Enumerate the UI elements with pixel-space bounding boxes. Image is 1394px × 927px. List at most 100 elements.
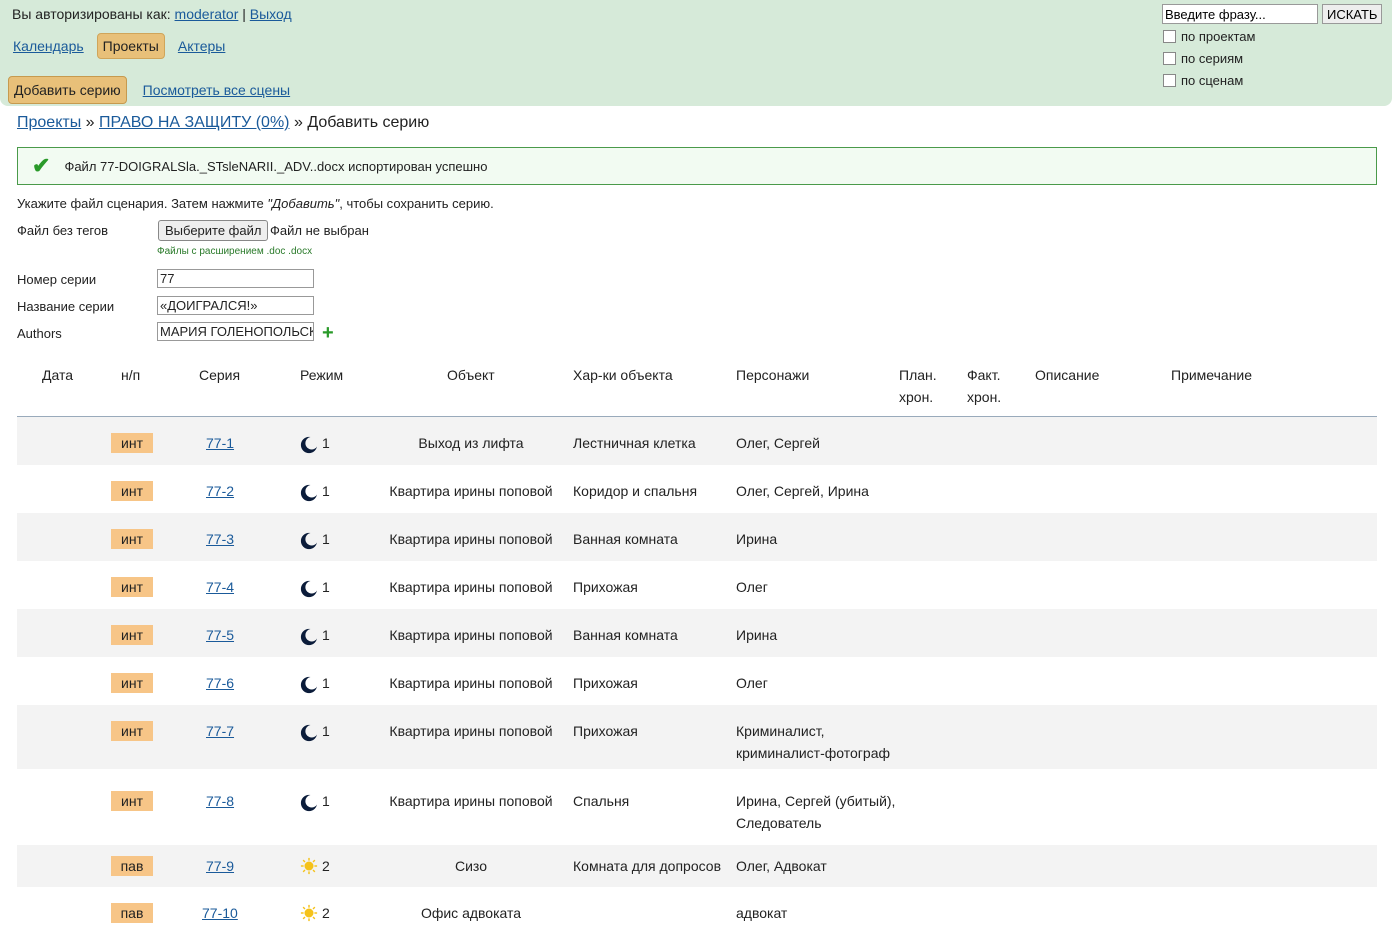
table-header: Дата н/п Серия Режим Объект Хар-ки объек…	[17, 364, 1377, 417]
object-cell: Квартира ирины поповой	[389, 579, 553, 595]
object-cell: Квартира ирины поповой	[389, 723, 553, 739]
scene-type-tag: инт	[111, 673, 153, 693]
instruction-pre: Укажите файл сценария. Затем нажмите	[17, 196, 268, 211]
search-input[interactable]	[1162, 4, 1318, 24]
scene-type-tag: инт	[111, 481, 153, 501]
table-row: инт 77-3 1 Квартира ирины поповой Ванная…	[17, 513, 1377, 561]
scene-link[interactable]: 77-1	[206, 435, 235, 451]
th-characters[interactable]: Персонажи	[736, 367, 810, 383]
filter-scenes[interactable]: по сценам	[1163, 73, 1243, 88]
object-cell: Сизо	[455, 858, 487, 874]
logout-link[interactable]: Выход	[249, 6, 292, 22]
user-link[interactable]: moderator	[174, 6, 239, 22]
series-title-input[interactable]: «ДОИГРАЛСЯ!»	[157, 296, 314, 315]
th-description[interactable]: Описание	[1035, 367, 1100, 383]
authors-label: Authors	[17, 326, 62, 341]
scene-link[interactable]: 77-2	[206, 483, 235, 499]
filter-projects[interactable]: по проектам	[1163, 29, 1255, 44]
scene-link[interactable]: 77-4	[206, 579, 235, 595]
scene-type-tag: инт	[111, 791, 153, 811]
moon-icon	[300, 532, 318, 550]
breadcrumb-project[interactable]: ПРАВО НА ЗАЩИТУ (0%)	[99, 114, 290, 131]
breadcrumb-sep: »	[293, 114, 303, 131]
th-fact-line2: хрон.	[967, 389, 1002, 405]
scene-link[interactable]: 77-6	[206, 675, 235, 691]
th-plan[interactable]: План. хрон.	[899, 364, 937, 408]
moon-icon	[300, 724, 318, 742]
object-props-cell: Спальня	[573, 793, 630, 809]
mode-value: 2	[322, 858, 330, 874]
checkbox[interactable]	[1163, 74, 1176, 87]
th-note[interactable]: Примечание	[1171, 367, 1253, 383]
mode-value: 1	[322, 531, 330, 547]
th-object-props[interactable]: Хар-ки объекта	[573, 367, 673, 383]
notice-text: Файл 77-DOIGRALSla._STsleNARII._ADV..doc…	[64, 158, 488, 174]
th-object[interactable]: Объект	[447, 367, 495, 383]
success-notice: ✔ Файл 77-DOIGRALSla._STsleNARII._ADV..d…	[17, 147, 1377, 185]
characters-line: Криминалист,	[736, 723, 825, 739]
scene-link[interactable]: 77-5	[206, 627, 235, 643]
characters-cell: Олег, Адвокат	[736, 858, 827, 874]
mode-value: 1	[322, 723, 330, 739]
checkbox[interactable]	[1163, 30, 1176, 43]
characters-cell: Ирина, Сергей (убитый), Следователь	[736, 790, 895, 834]
action-bar: Добавить серию Посмотреть все сцены	[8, 76, 290, 104]
characters-cell: Ирина	[736, 627, 778, 643]
characters-cell: Олег	[736, 675, 768, 691]
object-props-cell: Прихожая	[573, 579, 638, 595]
object-cell: Квартира ирины поповой	[389, 793, 553, 809]
number-label: Номер серии	[17, 272, 97, 287]
mode-value: 1	[322, 627, 330, 643]
mode-value: 1	[322, 579, 330, 595]
mode-value: 1	[322, 793, 330, 809]
characters-cell: адвокат	[736, 905, 788, 921]
th-num[interactable]: н/п	[121, 367, 141, 383]
moon-icon	[300, 580, 318, 598]
table-row: инт 77-8 1 Квартира ирины поповой Спальн…	[17, 769, 1377, 845]
authors-input[interactable]: МАРИЯ ГОЛЕНОПОЛЬСКАЯ	[157, 322, 314, 341]
scene-link[interactable]: 77-10	[202, 905, 238, 921]
object-cell: Офис адвоката	[420, 905, 522, 921]
moon-icon	[300, 628, 318, 646]
scene-type-tag: инт	[111, 577, 153, 597]
mode-value: 1	[322, 483, 330, 499]
scene-link[interactable]: 77-3	[206, 531, 235, 547]
object-cell: Квартира ирины поповой	[389, 675, 553, 691]
table-row: инт 77-1 1 Выход из лифта Лестничная кле…	[17, 417, 1377, 465]
scene-type-tag: пав	[111, 856, 153, 876]
breadcrumb-projects[interactable]: Проекты	[17, 114, 82, 131]
filter-series[interactable]: по сериям	[1163, 51, 1243, 66]
object-props-cell: Коридор и спальня	[573, 483, 698, 499]
th-series[interactable]: Серия	[199, 367, 241, 383]
nav-calendar[interactable]: Календарь	[13, 38, 84, 54]
instruction-post: , чтобы сохранить серию.	[339, 196, 494, 211]
file-hint: Файлы с расширением .doc .docx	[157, 246, 313, 257]
nav-projects[interactable]: Проекты	[96, 33, 165, 59]
scene-link[interactable]: 77-7	[206, 723, 235, 739]
scene-link[interactable]: 77-8	[206, 793, 235, 809]
auth-line: Вы авторизированы как: moderator | Выход	[12, 6, 292, 22]
auth-prefix: Вы авторизированы как:	[12, 6, 171, 22]
th-fact[interactable]: Факт. хрон.	[967, 364, 1001, 408]
file-label: Файл без тегов	[17, 223, 109, 238]
view-all-scenes-link[interactable]: Посмотреть все сцены	[142, 82, 291, 98]
mode-value: 1	[322, 675, 330, 691]
characters-cell: Олег, Сергей	[736, 435, 820, 451]
scene-type-tag: инт	[111, 529, 153, 549]
object-cell: Квартира ирины поповой	[389, 531, 553, 547]
characters-cell: Олег	[736, 579, 768, 595]
characters-line: криминалист-фотограф	[736, 745, 890, 761]
search-box: ИСКАТЬ	[1162, 4, 1383, 24]
table-row: пав 77-9 2 Сизо Комната для допросов Оле…	[17, 845, 1377, 887]
search-button[interactable]: ИСКАТЬ	[1322, 4, 1383, 24]
th-date[interactable]: Дата	[42, 367, 74, 383]
scene-link[interactable]: 77-9	[206, 858, 235, 874]
add-series-button[interactable]: Добавить серию	[8, 76, 127, 104]
series-number-input[interactable]: 77	[157, 269, 314, 288]
choose-file-button[interactable]: Выберите файл	[158, 220, 269, 241]
nav-actors[interactable]: Актеры	[177, 38, 226, 54]
table-row: инт 77-2 1 Квартира ирины поповой Коридо…	[17, 465, 1377, 513]
add-author-icon[interactable]: +	[322, 322, 334, 344]
checkbox[interactable]	[1163, 52, 1176, 65]
th-mode[interactable]: Режим	[300, 367, 344, 383]
